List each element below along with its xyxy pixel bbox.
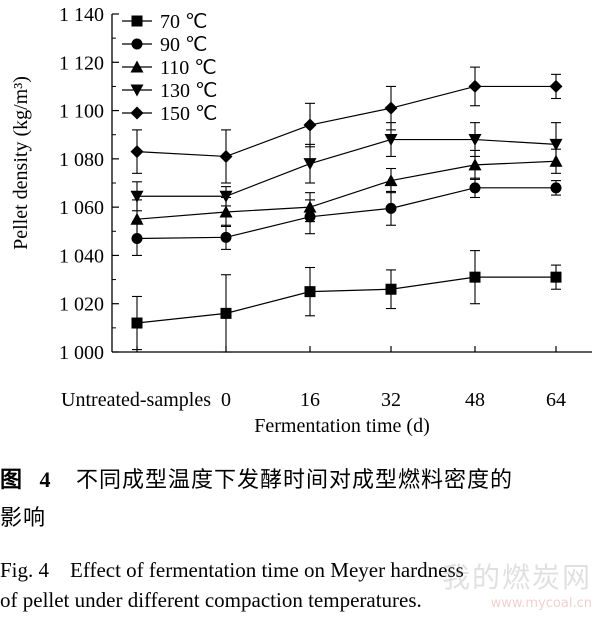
y-axis-title: Pellet density (kg/m³): [10, 76, 32, 250]
series-line: [137, 138, 557, 197]
y-tick-label: 1 120: [59, 52, 104, 74]
data-point: [219, 149, 233, 163]
legend-label: 130 ℃: [160, 80, 217, 102]
x-tick-label: 64: [546, 389, 566, 411]
legend-label: 150 ℃: [160, 103, 217, 125]
data-point: [550, 182, 562, 194]
legend-entry-0: 70 ℃: [122, 11, 207, 33]
x-tick-label: Untreated-samples: [61, 389, 211, 411]
x-axis-title: Fermentation time (d): [254, 415, 430, 437]
legend-label: 110 ℃: [160, 57, 217, 79]
data-point: [550, 271, 562, 283]
caption-en-line2: of pellet under different compaction tem…: [0, 588, 422, 612]
legend-label: 70 ℃: [160, 11, 207, 33]
data-point: [130, 190, 144, 203]
caption-cn-line1: 图 4 不同成型温度下发酵时间对成型燃料密度的: [0, 462, 600, 494]
data-point: [468, 79, 482, 93]
series-line: [136, 160, 557, 220]
watermark: 我的燃炭网 www.mycoal.cn: [442, 556, 592, 611]
data-point: [130, 145, 144, 159]
data-point: [384, 101, 398, 115]
legend-marker: [131, 38, 143, 50]
x-tick-label: 16: [300, 389, 320, 411]
legend-entry-4: 150 ℃: [122, 103, 217, 125]
chart: 1 000 1 020 1 040 1 060 1 080 1 100 1 120 1 140…: [10, 4, 592, 437]
legend-entry-1: 90 ℃: [122, 34, 207, 56]
data-point: [385, 202, 397, 214]
data-point: [384, 174, 398, 187]
caption-en-line1: Fig. 4 Effect of fermentation time on Me…: [0, 558, 464, 582]
data-point: [219, 205, 233, 218]
y-tick-label: 1 100: [59, 101, 104, 123]
y-tick-label: 1 080: [59, 149, 104, 171]
x-tick-label: 48: [465, 389, 485, 411]
series-1: [131, 177, 562, 256]
caption-cn-line2: 影响: [0, 505, 47, 530]
data-point: [130, 212, 144, 225]
caption-cn-label: 图: [0, 467, 24, 492]
x-tick-label: 32: [381, 389, 401, 411]
series-line: [136, 276, 556, 324]
y-tick-label: 1 020: [59, 294, 104, 316]
data-point: [469, 271, 481, 283]
legend-marker: [130, 106, 144, 120]
data-point: [304, 286, 316, 298]
data-point: [303, 158, 317, 171]
series-line: [136, 85, 556, 158]
data-point: [385, 283, 397, 295]
data-point: [220, 231, 232, 243]
data-point: [549, 138, 563, 151]
legend-marker: [131, 15, 143, 27]
y-tick-label: 1 040: [59, 245, 104, 267]
x-tick-label: 0: [221, 389, 231, 411]
series-line: [136, 187, 556, 240]
legend-entry-3: 130 ℃: [122, 80, 217, 102]
data-point: [549, 79, 563, 93]
data-point: [220, 307, 232, 319]
data-point: [469, 182, 481, 194]
series-3: [130, 122, 563, 212]
series-4: [130, 66, 563, 184]
data-point: [303, 200, 317, 213]
y-tick-label: 1 060: [59, 197, 104, 219]
data-point: [468, 158, 482, 171]
legend-marker: [130, 84, 144, 97]
data-point: [131, 317, 143, 329]
series-2: [130, 148, 563, 240]
data-point: [219, 190, 233, 203]
legend-entry-2: 110 ℃: [122, 57, 217, 79]
watermark-url: www.mycoal.cn: [490, 596, 592, 611]
data-point: [303, 118, 317, 132]
caption-cn-number: 4: [39, 467, 52, 492]
y-tick-label: 1 140: [59, 4, 104, 26]
data-point: [468, 134, 482, 147]
axes: 1 000 1 020 1 040 1 060 1 080 1 100 1 120 1 140…: [10, 4, 592, 437]
y-tick-label: 1 000: [59, 342, 104, 364]
watermark-text: 我的燃炭网: [441, 561, 592, 594]
data-point: [384, 134, 398, 147]
legend-label: 90 ℃: [160, 34, 207, 56]
series-0: [131, 250, 562, 353]
legend-marker: [130, 60, 144, 73]
caption-cn-text: 不同成型温度下发酵时间对成型燃料密度的: [76, 467, 514, 492]
series-layer: [130, 66, 563, 353]
